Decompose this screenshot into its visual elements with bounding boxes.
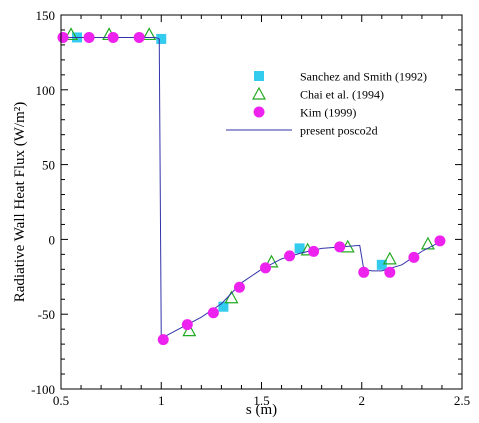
x-tick-label: 2 xyxy=(359,393,366,408)
x-axis-label: s (m) xyxy=(246,402,277,418)
y-tick-label: 50 xyxy=(42,158,55,173)
axes: 0.5 1 1.5 2 2.5 -100 -50 0 50 100 150 xyxy=(31,8,470,408)
y-tick-label: 0 xyxy=(49,232,56,247)
data-point-circle xyxy=(107,31,119,43)
x-tick-label: 2.5 xyxy=(454,393,470,408)
plot-content xyxy=(57,27,446,346)
data-point-square xyxy=(156,33,167,44)
data-point-triangle xyxy=(182,323,197,337)
data-point-circle xyxy=(57,31,69,43)
data-point-triangle xyxy=(382,251,397,265)
y-tick-label: 100 xyxy=(36,83,56,98)
data-point-circle xyxy=(233,281,245,293)
data-point-circle xyxy=(384,266,396,278)
legend: Sanchez and Smith (1992) Chai et al. (199… xyxy=(226,70,427,138)
legend-label: present posco2d xyxy=(300,124,378,138)
y-axis-label: Radiative Wall Heat Flux (W/m²) xyxy=(12,102,28,302)
legend-marker-square xyxy=(254,71,264,81)
data-point-triangle xyxy=(142,27,157,41)
data-point-circle xyxy=(181,319,193,331)
data-point-circle xyxy=(284,250,296,262)
data-point-circle xyxy=(83,31,95,43)
data-point-triangle xyxy=(264,254,279,268)
y-tick-label: 150 xyxy=(36,8,56,23)
data-point-circle xyxy=(358,266,370,278)
data-point-triangle xyxy=(420,236,435,250)
data-point-circle xyxy=(157,334,169,346)
data-point-circle xyxy=(260,262,272,274)
y-tick-label: -50 xyxy=(38,307,55,322)
legend-marker-circle xyxy=(253,106,265,118)
legend-label: Chai et al. (1994) xyxy=(300,88,384,102)
legend-label: Kim (1999) xyxy=(300,106,356,120)
data-point-circle xyxy=(207,307,219,319)
data-point-square xyxy=(294,243,305,254)
data-point-circle xyxy=(334,241,346,253)
x-tick-label: 1.5 xyxy=(253,393,269,408)
data-point-square xyxy=(376,259,387,270)
data-point-circle xyxy=(133,31,145,43)
x-tick-label: 0.5 xyxy=(53,393,69,408)
legend-marker-triangle xyxy=(251,86,267,100)
data-point-circle xyxy=(434,235,446,247)
y-tick-label: -100 xyxy=(31,382,55,397)
data-point-triangle xyxy=(224,290,239,304)
x-tick-label: 1 xyxy=(158,393,165,408)
legend-label: Sanchez and Smith (1992) xyxy=(300,70,427,84)
data-point-circle xyxy=(308,245,320,257)
data-point-circle xyxy=(408,251,420,263)
data-point-square xyxy=(218,301,229,312)
data-point-triangle xyxy=(64,27,79,41)
